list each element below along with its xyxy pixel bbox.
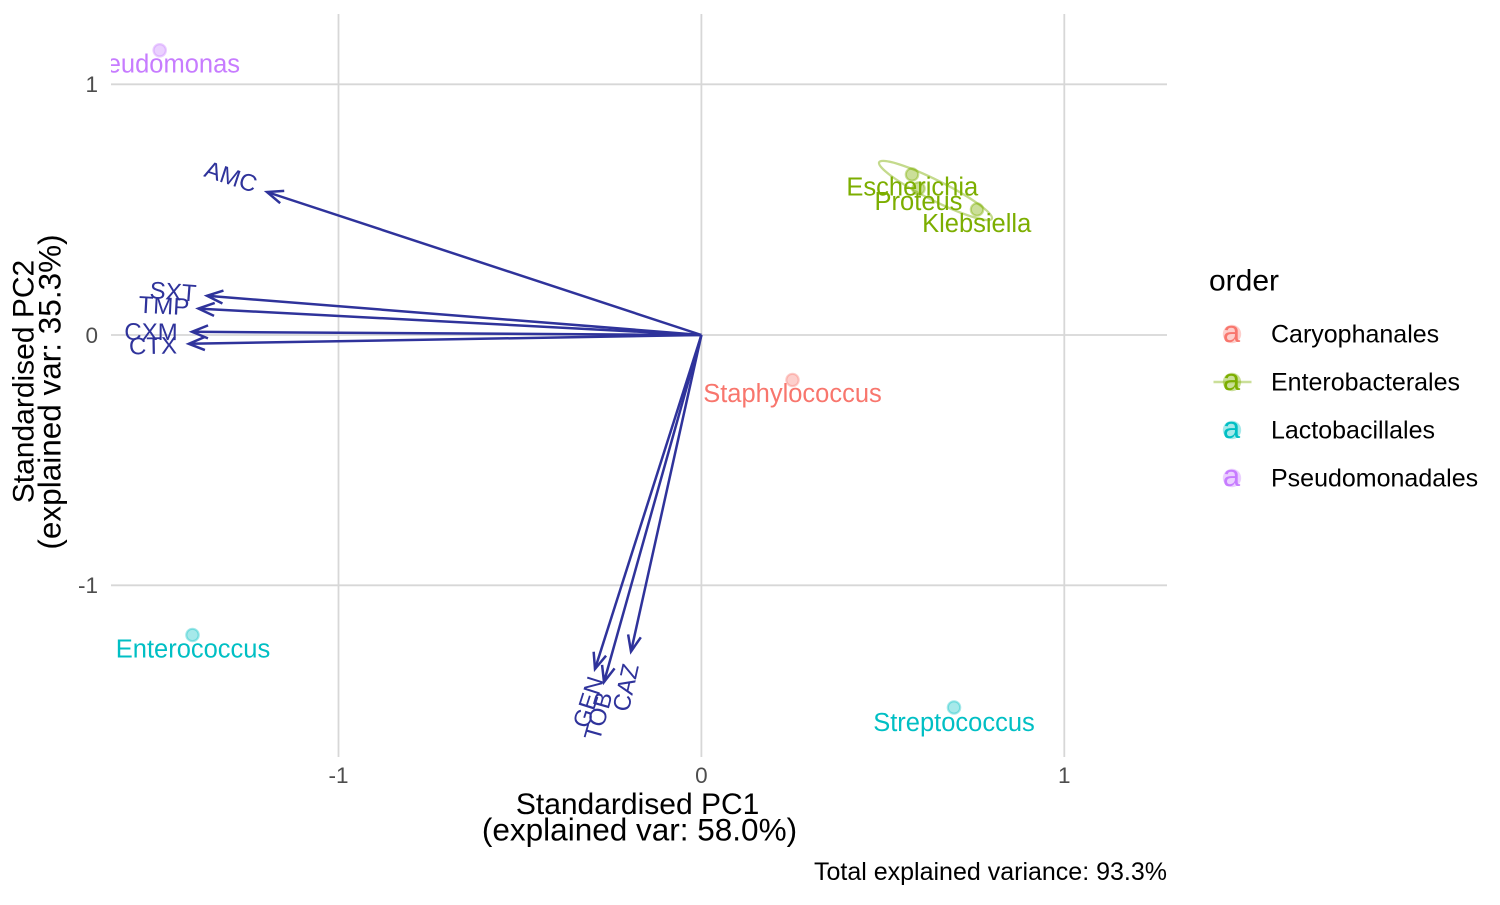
svg-text:Caryophanales: Caryophanales (1271, 321, 1439, 349)
svg-text:0: 0 (85, 323, 98, 348)
svg-text:SXT: SXT (149, 277, 198, 308)
svg-text:1: 1 (1058, 763, 1071, 788)
svg-text:Staphylococcus: Staphylococcus (703, 380, 882, 408)
svg-text:(explained var: 35.3%): (explained var: 35.3%) (32, 234, 68, 549)
svg-text:Lactobacillales: Lactobacillales (1271, 417, 1435, 445)
svg-text:(explained var: 58.0%): (explained var: 58.0%) (482, 812, 797, 848)
svg-text:order: order (1209, 265, 1279, 298)
svg-text:CTX: CTX (129, 332, 177, 360)
svg-text:Pseudomonas: Pseudomonas (77, 50, 240, 78)
svg-text:Enterobacterales: Enterobacterales (1271, 369, 1460, 397)
svg-text:Total explained variance: 93.3: Total explained variance: 93.3% (814, 858, 1167, 886)
svg-text:Escherichia: Escherichia (846, 173, 979, 201)
svg-text:-1: -1 (328, 763, 348, 788)
svg-text:0: 0 (695, 763, 708, 788)
svg-text:Streptococcus: Streptococcus (873, 709, 1035, 737)
svg-text:Klebsiella: Klebsiella (922, 210, 1032, 238)
svg-text:a: a (1223, 410, 1241, 445)
svg-text:Standardised PC2: Standardised PC2 (8, 260, 41, 504)
svg-text:TMP: TMP (138, 292, 190, 322)
svg-text:a: a (1223, 362, 1241, 397)
svg-text:-1: -1 (78, 573, 98, 598)
svg-text:CXM: CXM (124, 319, 178, 346)
svg-text:Pseudomonadales: Pseudomonadales (1271, 465, 1478, 493)
svg-text:Proteus: Proteus (875, 188, 963, 216)
svg-text:1: 1 (85, 72, 98, 97)
svg-text:a: a (1223, 458, 1241, 493)
svg-text:a: a (1223, 314, 1241, 349)
svg-text:Enterococcus: Enterococcus (116, 635, 271, 663)
svg-text:Standardised PC1: Standardised PC1 (516, 788, 760, 821)
